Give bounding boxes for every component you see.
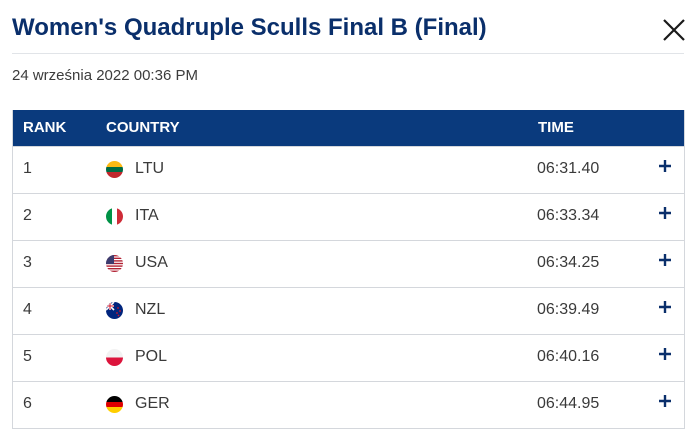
time-cell: 06:31.40 [537, 160, 600, 177]
expand-plus-icon[interactable] [658, 253, 672, 267]
rank-cell: 2 [23, 207, 32, 224]
table-row: 1 LTU 06:31.40 [13, 146, 684, 193]
italy-flag-icon [106, 208, 123, 225]
rank-cell: 3 [23, 254, 32, 271]
time-cell: 06:40.16 [537, 348, 600, 365]
new-zealand-flag-icon [106, 302, 123, 319]
germany-flag-icon [106, 396, 123, 413]
country-cell: GER [135, 395, 170, 412]
expand-plus-icon[interactable] [658, 347, 672, 361]
country-cell: USA [135, 254, 168, 271]
column-header-country: COUNTRY [106, 119, 180, 136]
time-cell: 06:39.49 [537, 301, 600, 318]
time-cell: 06:33.34 [537, 207, 600, 224]
table-header: RANK COUNTRY TIME [13, 110, 684, 146]
close-icon[interactable] [662, 18, 686, 42]
country-cell: POL [135, 348, 168, 365]
column-header-time: TIME [538, 119, 574, 136]
table-row: 2 ITA 06:33.34 [13, 193, 684, 240]
table-row: 6 GER 06:44.95 [13, 381, 684, 428]
expand-plus-icon[interactable] [658, 300, 672, 314]
time-cell: 06:44.95 [537, 395, 600, 412]
country-cell: LTU [135, 160, 165, 177]
table-row: 3 USA 06:34.25 [13, 240, 684, 287]
usa-flag-icon [106, 255, 123, 272]
column-header-rank: RANK [23, 119, 67, 136]
expand-plus-icon[interactable] [658, 159, 672, 173]
page-title: Women's Quadruple Sculls Final B (Final) [12, 14, 487, 41]
country-cell: ITA [135, 207, 159, 224]
results-table: RANK COUNTRY TIME 1 LTU 06:31.40 2 ITA 0… [12, 110, 685, 429]
table-row: 4 NZL 06:39.49 [13, 287, 684, 334]
rank-cell: 4 [23, 301, 32, 318]
rank-cell: 5 [23, 348, 32, 365]
table-row: 5 POL 06:40.16 [13, 334, 684, 381]
rank-cell: 6 [23, 395, 32, 412]
lithuania-flag-icon [106, 161, 123, 178]
race-date: 24 września 2022 00:36 PM [12, 67, 198, 84]
header-divider [12, 53, 684, 54]
expand-plus-icon[interactable] [658, 394, 672, 408]
country-cell: NZL [135, 301, 166, 318]
expand-plus-icon[interactable] [658, 206, 672, 220]
time-cell: 06:34.25 [537, 254, 600, 271]
poland-flag-icon [106, 349, 123, 366]
rank-cell: 1 [23, 160, 32, 177]
